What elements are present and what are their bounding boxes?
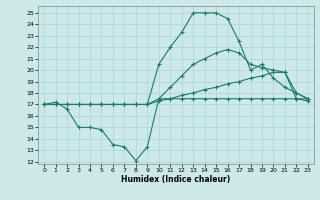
X-axis label: Humidex (Indice chaleur): Humidex (Indice chaleur) [121,175,231,184]
